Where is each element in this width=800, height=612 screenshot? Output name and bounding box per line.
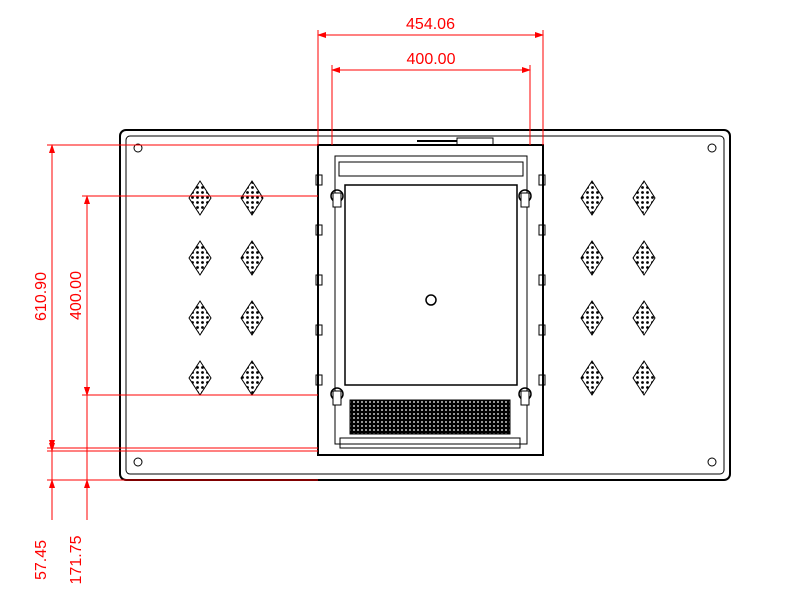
panel-corner-hole-3	[708, 458, 716, 466]
vent-diamond-left-1-3	[241, 361, 263, 395]
vent-diamond-right-1-1	[633, 241, 655, 275]
vent-diamond-left-1-0	[241, 181, 263, 215]
vent-diamond-right-1-0	[633, 181, 655, 215]
vent-diamond-right-0-2	[581, 301, 603, 335]
dim-left-outer-label: 610.90	[33, 272, 50, 321]
mount-slot-slot-1	[521, 193, 529, 207]
dimension-drawing: 454.06 400.00 610.90 400.00 57.45 171.75	[0, 0, 800, 612]
dim-left-inner-label: 400.00	[68, 271, 85, 320]
dim-top-outer-label: 454.06	[406, 16, 455, 33]
handle-tab	[457, 138, 493, 145]
mount-slot-slot-0	[333, 193, 341, 207]
vent-diamond-right-1-3	[633, 361, 655, 395]
vent-diamond-right-0-1	[581, 241, 603, 275]
dim-bottom-outer-label: 171.75	[68, 535, 85, 584]
vent-diamond-left-0-2	[189, 301, 211, 335]
vent-diamond-left-0-1	[189, 241, 211, 275]
vent-grille	[350, 400, 510, 434]
mount-slot-slot-3	[521, 391, 529, 405]
vent-diamond-right-0-3	[581, 361, 603, 395]
vent-diamond-left-1-1	[241, 241, 263, 275]
vent-diamond-right-1-2	[633, 301, 655, 335]
vent-diamond-right-0-0	[581, 181, 603, 215]
dim-top-inner-label: 400.00	[407, 51, 456, 68]
panel-corner-hole-1	[708, 144, 716, 152]
vent-diamond-left-0-3	[189, 361, 211, 395]
dim-bottom-inner-label: 57.45	[33, 540, 50, 580]
vent-diamond-left-1-2	[241, 301, 263, 335]
vent-diamond-left-0-0	[189, 181, 211, 215]
mount-slot-slot-2	[333, 391, 341, 405]
panel-corner-hole-2	[134, 458, 142, 466]
